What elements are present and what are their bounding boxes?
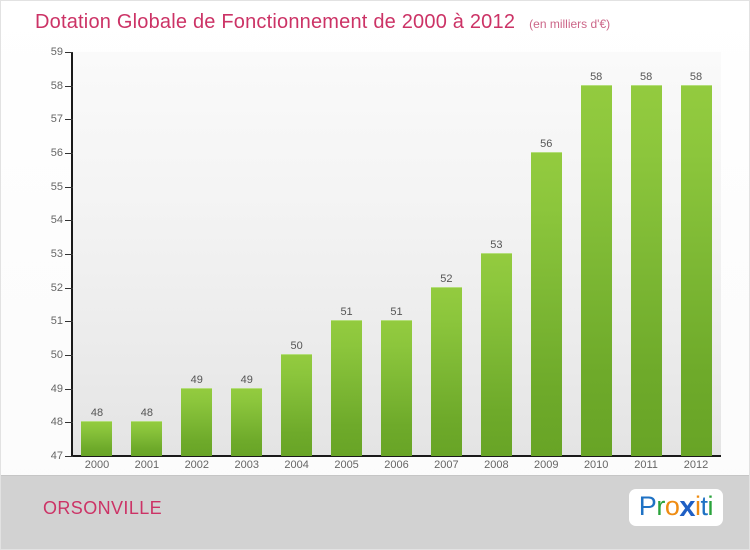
- x-axis-tick-label: 2008: [484, 459, 509, 471]
- y-axis-tick: [65, 422, 73, 424]
- bar-group[interactable]: 51: [331, 52, 363, 456]
- bar[interactable]: [680, 84, 712, 456]
- chart-units-subtitle: (en milliers d'€): [529, 17, 611, 31]
- x-axis-tick-label: 2009: [534, 459, 559, 471]
- y-axis-tick-label: 57: [50, 113, 63, 126]
- x-axis-tick-label: 2006: [384, 459, 409, 471]
- x-axis-tick-label: 2000: [84, 459, 110, 471]
- bar[interactable]: [480, 253, 512, 456]
- bars-layer: 48 48 49 49 50 51 51 52 53 56 58 58 58: [72, 52, 721, 456]
- bar[interactable]: [530, 152, 562, 456]
- page-title: Dotation Globale de Fonctionnement de 20…: [35, 10, 516, 33]
- logo-letter-t: t: [700, 491, 708, 521]
- y-axis-tick-label: 54: [50, 214, 63, 227]
- bar-value-label: 52: [440, 272, 453, 285]
- y-axis-tick-label: 58: [50, 79, 63, 92]
- bar-group[interactable]: 49: [231, 52, 263, 456]
- y-axis-tick: [65, 119, 73, 121]
- x-axis-tick-label: 2011: [634, 459, 658, 471]
- bar-value-label: 51: [390, 306, 403, 319]
- x-axis-tick-label: 2010: [583, 459, 609, 471]
- y-axis-tick: [65, 220, 73, 222]
- bar[interactable]: [331, 320, 363, 456]
- bar-value-label: 49: [240, 373, 253, 386]
- y-axis-tick: [65, 52, 73, 53]
- bar-group[interactable]: 51: [381, 52, 412, 456]
- bar-group[interactable]: 58: [580, 52, 612, 456]
- bar[interactable]: [381, 320, 412, 456]
- y-axis-tick: [65, 287, 73, 289]
- y-axis-tick-label: 55: [50, 180, 63, 193]
- bar-group[interactable]: 56: [530, 52, 562, 456]
- bar-value-label: 48: [140, 407, 153, 420]
- logo-letter-x: x: [679, 491, 695, 523]
- logo-letter-r: r: [656, 491, 665, 521]
- bar-value-label: 56: [540, 138, 553, 150]
- bar[interactable]: [580, 84, 612, 456]
- y-axis-tick-label: 47: [50, 450, 63, 462]
- x-axis-tick-label: 2004: [284, 459, 309, 471]
- y-axis-tick: [65, 186, 73, 188]
- y-axis-tick: [65, 85, 73, 87]
- y-axis-tick: [65, 355, 73, 356]
- y-axis-tick-label: 51: [50, 315, 63, 328]
- bar-group[interactable]: 50: [281, 52, 313, 456]
- bar[interactable]: [131, 421, 163, 456]
- y-axis-labels: 47 48 49 50 51 52 53 54 55 56 57 58 59: [17, 43, 63, 475]
- bar[interactable]: [181, 387, 213, 456]
- bar-value-label: 50: [290, 340, 303, 352]
- bar-group[interactable]: 48: [131, 52, 163, 456]
- bar-group[interactable]: 53: [480, 52, 512, 456]
- bar-group[interactable]: 49: [181, 52, 213, 456]
- bar-value-label: 58: [590, 70, 603, 83]
- bar[interactable]: [231, 387, 263, 456]
- y-axis-tick-label: 56: [50, 147, 63, 159]
- logo-letter-i-first: i: [694, 491, 701, 521]
- bar-value-label: 51: [340, 306, 353, 319]
- y-axis-tick-label: 59: [50, 46, 63, 58]
- y-axis-tick-label: 52: [50, 281, 63, 294]
- bar-value-label: 58: [689, 70, 703, 83]
- x-axis-tick-label: 2012: [683, 459, 709, 471]
- bar-value-label: 58: [639, 70, 653, 83]
- bar-value-label: 53: [490, 239, 503, 251]
- x-axis-tick-label: 2001: [134, 459, 160, 471]
- bar[interactable]: [430, 286, 462, 456]
- y-axis-tick-label: 53: [50, 248, 63, 260]
- commune-label: ORSONVILLE: [43, 498, 163, 518]
- bar[interactable]: [281, 354, 313, 456]
- y-axis-tick: [65, 388, 73, 390]
- x-axis-tick-label: 2005: [334, 459, 359, 471]
- y-axis-tick: [65, 321, 73, 323]
- logo-letter-o: o: [664, 491, 680, 521]
- chart-header: Dotation Globale de Fonctionnement de 20…: [1, 1, 749, 43]
- y-axis-tick: [65, 254, 73, 255]
- y-axis-tick-label: 50: [50, 349, 63, 361]
- bar-value-label: 48: [90, 407, 104, 420]
- x-axis-tick-label: 2002: [184, 459, 210, 471]
- bar[interactable]: [81, 421, 113, 456]
- logo-letter-i-second: i: [707, 491, 714, 521]
- bar[interactable]: [630, 84, 662, 456]
- bar-group[interactable]: 58: [680, 52, 712, 456]
- x-axis-line: [71, 455, 721, 457]
- y-axis-tick-label: 49: [50, 382, 63, 395]
- bar-group[interactable]: 48: [81, 52, 113, 456]
- x-axis-tick-label: 2003: [234, 459, 259, 471]
- x-axis-labels: 2000 2001 2002 2003 2004 2005 2006 2007 2008 2009…: [72, 459, 721, 477]
- bar-group[interactable]: 58: [630, 52, 662, 456]
- y-axis-tick: [65, 153, 73, 154]
- x-axis-tick-label: 2007: [434, 459, 459, 471]
- logo-letter-p: P: [638, 491, 657, 521]
- bar-group[interactable]: 52: [430, 52, 462, 456]
- y-axis-tick-label: 48: [50, 416, 63, 429]
- chart-plot-area: 47 48 49 50 51 52 53 54 55 56 57 58 59 48 48 49 49 50 51 5…: [1, 43, 749, 477]
- bar-value-label: 49: [190, 373, 203, 386]
- y-axis-tick: [65, 456, 73, 457]
